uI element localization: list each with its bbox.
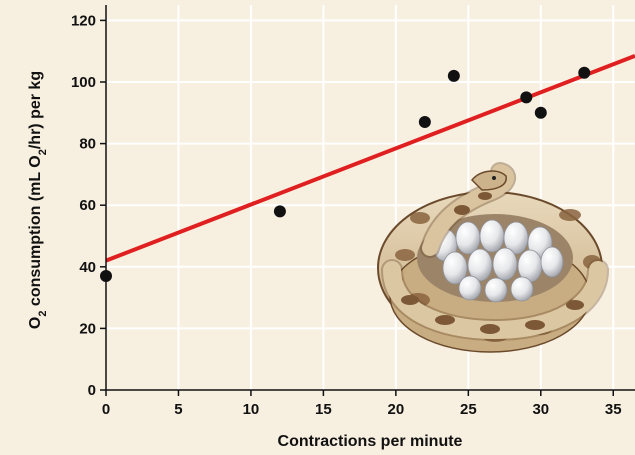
- y-axis-title: O2 consumption (mL O2/hr) per kg: [27, 71, 49, 329]
- data-point: [520, 91, 533, 104]
- x-axis-title: Contractions per minute: [278, 433, 463, 450]
- data-point: [447, 69, 460, 82]
- y-axis-ticks: 0 20 40 60 80 100 120: [71, 12, 106, 399]
- y-tick-label: 60: [79, 197, 96, 214]
- x-axis-ticks: 0 5 10 15 20 25 30 35: [102, 390, 622, 418]
- y-axis-title-sub2: 2: [37, 149, 49, 155]
- y-tick-label: 120: [71, 12, 96, 29]
- data-point: [418, 116, 431, 129]
- x-tick-label: 10: [243, 401, 260, 418]
- x-tick-label: 30: [532, 401, 549, 418]
- y-tick-label: 20: [79, 320, 96, 337]
- x-tick-label: 0: [102, 401, 110, 418]
- data-point: [273, 205, 286, 218]
- y-tick-label: 80: [79, 136, 96, 153]
- trendline: [105, 53, 635, 263]
- y-tick-label: 0: [88, 382, 96, 399]
- y-axis-title-o: O: [27, 317, 44, 329]
- x-tick-label: 15: [315, 401, 332, 418]
- y-axis-title-mid: consumption (mL O: [27, 155, 44, 310]
- data-point: [578, 66, 591, 79]
- x-tick-label: 20: [388, 401, 405, 418]
- y-tick-label: 40: [79, 259, 96, 276]
- x-tick-label: 5: [174, 401, 182, 418]
- x-tick-label: 25: [460, 401, 477, 418]
- data-point: [534, 106, 547, 119]
- python-coiled-on-eggs-illustration: [377, 162, 609, 353]
- x-tick-label: 35: [605, 401, 622, 418]
- y-tick-label: 100: [71, 74, 96, 91]
- y-axis-title-sub1: 2: [37, 311, 49, 317]
- y-axis-title-end: /hr) per kg: [27, 71, 44, 149]
